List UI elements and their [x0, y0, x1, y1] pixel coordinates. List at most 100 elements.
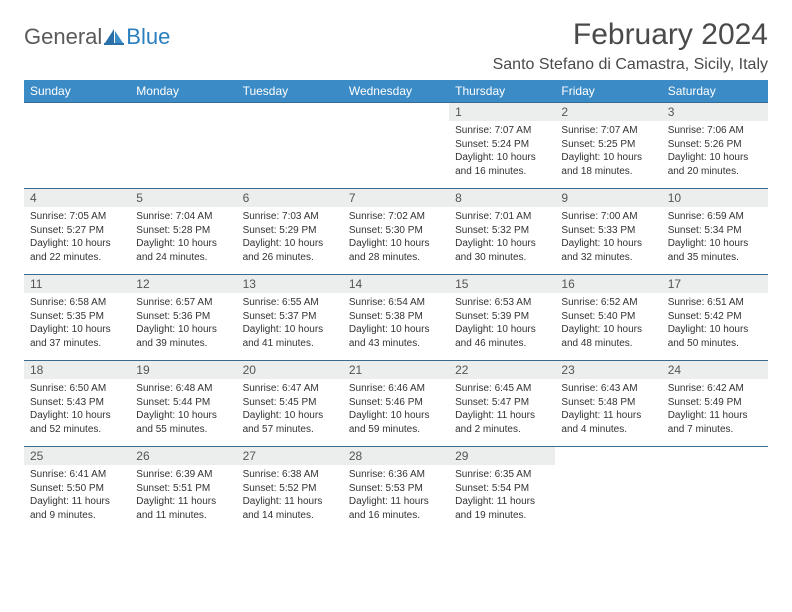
sunrise-text: Sunrise: 7:04 AM: [136, 210, 230, 224]
sunset-text: Sunset: 5:51 PM: [136, 482, 230, 496]
sunset-text: Sunset: 5:36 PM: [136, 310, 230, 324]
calendar-day: 22Sunrise: 6:45 AMSunset: 5:47 PMDayligh…: [449, 361, 555, 447]
day-number: 13: [237, 275, 343, 293]
day-details: Sunrise: 6:55 AMSunset: 5:37 PMDaylight:…: [237, 293, 343, 354]
day-details: Sunrise: 7:05 AMSunset: 5:27 PMDaylight:…: [24, 207, 130, 268]
sunrise-text: Sunrise: 6:43 AM: [561, 382, 655, 396]
header: General Blue February 2024 Santo Stefano…: [24, 18, 768, 74]
calendar-table: SundayMondayTuesdayWednesdayThursdayFrid…: [24, 80, 768, 533]
calendar-day: 15Sunrise: 6:53 AMSunset: 5:39 PMDayligh…: [449, 275, 555, 361]
calendar-day: 19Sunrise: 6:48 AMSunset: 5:44 PMDayligh…: [130, 361, 236, 447]
daylight-text: Daylight: 10 hours and 57 minutes.: [243, 409, 337, 436]
weekday-header: Tuesday: [237, 80, 343, 103]
logo-sail-icon: [104, 28, 124, 46]
day-details: Sunrise: 7:00 AMSunset: 5:33 PMDaylight:…: [555, 207, 661, 268]
daylight-text: Daylight: 10 hours and 52 minutes.: [30, 409, 124, 436]
calendar-day: 28Sunrise: 6:36 AMSunset: 5:53 PMDayligh…: [343, 447, 449, 533]
sunrise-text: Sunrise: 6:47 AM: [243, 382, 337, 396]
calendar-day-empty: [237, 103, 343, 189]
daylight-text: Daylight: 11 hours and 7 minutes.: [668, 409, 762, 436]
daylight-text: Daylight: 11 hours and 14 minutes.: [243, 495, 337, 522]
weekday-header: Saturday: [662, 80, 768, 103]
daylight-text: Daylight: 10 hours and 28 minutes.: [349, 237, 443, 264]
day-details: Sunrise: 7:04 AMSunset: 5:28 PMDaylight:…: [130, 207, 236, 268]
daylight-text: Daylight: 10 hours and 55 minutes.: [136, 409, 230, 436]
calendar-day: 1Sunrise: 7:07 AMSunset: 5:24 PMDaylight…: [449, 103, 555, 189]
brand-name-2: Blue: [126, 24, 170, 50]
day-number: 10: [662, 189, 768, 207]
daylight-text: Daylight: 10 hours and 43 minutes.: [349, 323, 443, 350]
daylight-text: Daylight: 11 hours and 16 minutes.: [349, 495, 443, 522]
weekday-header: Friday: [555, 80, 661, 103]
daylight-text: Daylight: 10 hours and 26 minutes.: [243, 237, 337, 264]
sunrise-text: Sunrise: 7:03 AM: [243, 210, 337, 224]
day-details: Sunrise: 6:48 AMSunset: 5:44 PMDaylight:…: [130, 379, 236, 440]
day-details: Sunrise: 6:59 AMSunset: 5:34 PMDaylight:…: [662, 207, 768, 268]
day-number: 4: [24, 189, 130, 207]
calendar-day: 21 Sunrise: 6:46 AMSunset: 5:46 PMDayligh…: [343, 361, 449, 447]
sunset-text: Sunset: 5:37 PM: [243, 310, 337, 324]
calendar-day: 13Sunrise: 6:55 AMSunset: 5:37 PMDayligh…: [237, 275, 343, 361]
day-number: 24: [662, 361, 768, 379]
day-number: 27: [237, 447, 343, 465]
day-number: 1: [449, 103, 555, 121]
sunrise-text: Sunrise: 6:46 AM: [349, 382, 443, 396]
day-details: Sunrise: 6:39 AMSunset: 5:51 PMDaylight:…: [130, 465, 236, 526]
calendar-week: 25Sunrise: 6:41 AMSunset: 5:50 PMDayligh…: [24, 447, 768, 533]
calendar-day-empty: [24, 103, 130, 189]
daylight-text: Daylight: 10 hours and 59 minutes.: [349, 409, 443, 436]
calendar-day: 12Sunrise: 6:57 AMSunset: 5:36 PMDayligh…: [130, 275, 236, 361]
day-number: 23: [555, 361, 661, 379]
calendar-day: 27Sunrise: 6:38 AMSunset: 5:52 PMDayligh…: [237, 447, 343, 533]
sunset-text: Sunset: 5:34 PM: [668, 224, 762, 238]
day-details: Sunrise: 6:54 AMSunset: 5:38 PMDaylight:…: [343, 293, 449, 354]
sunrise-text: Sunrise: 6:50 AM: [30, 382, 124, 396]
day-number: 22: [449, 361, 555, 379]
day-details: Sunrise: 6:38 AMSunset: 5:52 PMDaylight:…: [237, 465, 343, 526]
month-title: February 2024: [493, 18, 768, 52]
sunrise-text: Sunrise: 6:55 AM: [243, 296, 337, 310]
sunset-text: Sunset: 5:46 PM: [349, 396, 443, 410]
weekday-header: Wednesday: [343, 80, 449, 103]
sunset-text: Sunset: 5:54 PM: [455, 482, 549, 496]
sunrise-text: Sunrise: 6:59 AM: [668, 210, 762, 224]
sunrise-text: Sunrise: 6:54 AM: [349, 296, 443, 310]
calendar-week: 1Sunrise: 7:07 AMSunset: 5:24 PMDaylight…: [24, 103, 768, 189]
day-number: 17: [662, 275, 768, 293]
sunset-text: Sunset: 5:25 PM: [561, 138, 655, 152]
brand-logo: General Blue: [24, 24, 170, 50]
calendar-day: 6Sunrise: 7:03 AMSunset: 5:29 PMDaylight…: [237, 189, 343, 275]
day-details: Sunrise: 7:07 AMSunset: 5:24 PMDaylight:…: [449, 121, 555, 182]
brand-name-1: General: [24, 24, 102, 50]
sunset-text: Sunset: 5:27 PM: [30, 224, 124, 238]
weekday-header: Monday: [130, 80, 236, 103]
day-details: Sunrise: 6:43 AMSunset: 5:48 PMDaylight:…: [555, 379, 661, 440]
day-details: Sunrise: 6:47 AMSunset: 5:45 PMDaylight:…: [237, 379, 343, 440]
daylight-text: Daylight: 10 hours and 46 minutes.: [455, 323, 549, 350]
sunset-text: Sunset: 5:29 PM: [243, 224, 337, 238]
sunset-text: Sunset: 5:33 PM: [561, 224, 655, 238]
daylight-text: Daylight: 10 hours and 35 minutes.: [668, 237, 762, 264]
sunrise-text: Sunrise: 6:45 AM: [455, 382, 549, 396]
sunrise-text: Sunrise: 6:41 AM: [30, 468, 124, 482]
day-details: Sunrise: 6:52 AMSunset: 5:40 PMDaylight:…: [555, 293, 661, 354]
day-number: 25: [24, 447, 130, 465]
daylight-text: Daylight: 11 hours and 9 minutes.: [30, 495, 124, 522]
sunrise-text: Sunrise: 6:52 AM: [561, 296, 655, 310]
daylight-text: Daylight: 11 hours and 11 minutes.: [136, 495, 230, 522]
day-number: 14: [343, 275, 449, 293]
day-details: Sunrise: 6:57 AMSunset: 5:36 PMDaylight:…: [130, 293, 236, 354]
location-subtitle: Santo Stefano di Camastra, Sicily, Italy: [493, 56, 768, 74]
sunset-text: Sunset: 5:40 PM: [561, 310, 655, 324]
day-number: 26: [130, 447, 236, 465]
sunrise-text: Sunrise: 6:53 AM: [455, 296, 549, 310]
calendar-week: 4Sunrise: 7:05 AMSunset: 5:27 PMDaylight…: [24, 189, 768, 275]
day-number: 21: [343, 361, 449, 379]
daylight-text: Daylight: 11 hours and 4 minutes.: [561, 409, 655, 436]
day-details: Sunrise: 7:06 AMSunset: 5:26 PMDaylight:…: [662, 121, 768, 182]
sunrise-text: Sunrise: 6:57 AM: [136, 296, 230, 310]
sunset-text: Sunset: 5:38 PM: [349, 310, 443, 324]
day-details: Sunrise: 6:41 AMSunset: 5:50 PMDaylight:…: [24, 465, 130, 526]
day-number: 19: [130, 361, 236, 379]
day-number: 7: [343, 189, 449, 207]
